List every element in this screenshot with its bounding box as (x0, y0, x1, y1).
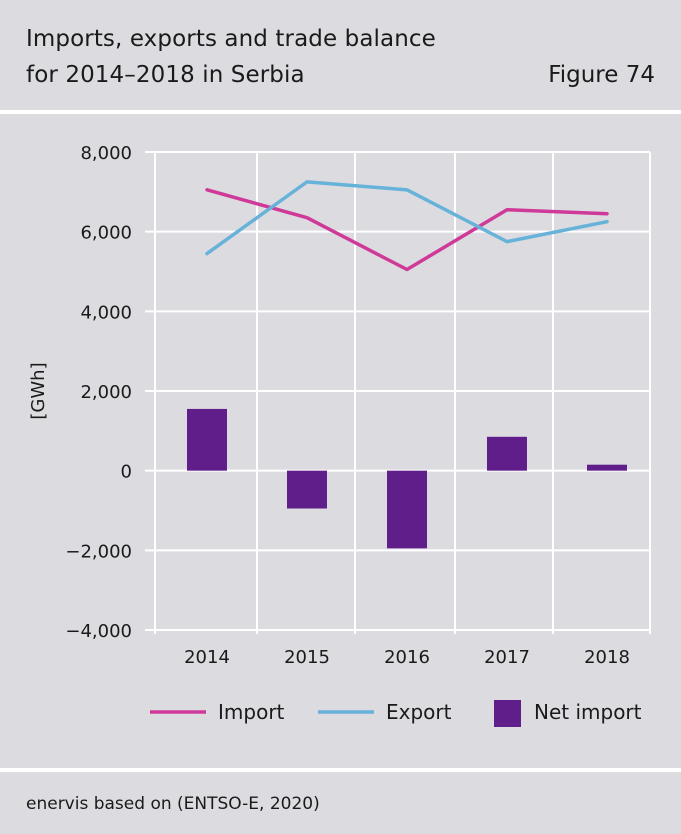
net-import-bar-2017 (487, 436, 527, 471)
y-tick-label: −2,000 (65, 541, 132, 562)
net-import-bar-2014 (187, 408, 227, 471)
top-divider (0, 110, 681, 114)
bottom-divider (0, 768, 681, 772)
chart-title-line-2: for 2014–2018 in Serbia (26, 62, 305, 88)
export-legend-label: Export (386, 700, 452, 724)
import-line (205, 188, 609, 272)
net-import-bar-2015 (287, 470, 327, 509)
y-axis-label: [GWh] (28, 362, 49, 419)
export-line (205, 180, 609, 256)
source-note: enervis based on (ENTSO-E, 2020) (26, 794, 320, 814)
figure-number: Figure 74 (548, 62, 655, 88)
chart-header: Imports, exports and trade balance for 2… (0, 0, 681, 110)
net-import-bar-2016 (387, 470, 427, 549)
net-import-legend-label: Net import (534, 700, 642, 724)
x-tick-label-2016: 2016 (384, 647, 430, 668)
y-tick-label: 0 (121, 462, 132, 483)
chart-title-line-1: Imports, exports and trade balance (26, 26, 436, 52)
net-import-bar-2018 (587, 464, 627, 471)
net-import-legend-swatch (494, 700, 521, 727)
x-tick-label-2017: 2017 (484, 647, 530, 668)
x-tick-label-2014: 2014 (184, 647, 230, 668)
trade-balance-chart: 8,000 6,000 4,000 2,000 0 −2,000 −4,000 2014 201… (28, 143, 651, 727)
x-tick-label-2018: 2018 (584, 647, 630, 668)
x-tick-label-2015: 2015 (284, 647, 330, 668)
y-tick-label: 8,000 (80, 143, 132, 164)
import-legend-label: Import (218, 700, 285, 724)
y-tick-label: 6,000 (80, 223, 132, 244)
y-tick-label: 4,000 (80, 302, 132, 323)
chart-area: 8,000 6,000 4,000 2,000 0 −2,000 −4,000 2014 201… (0, 114, 681, 768)
y-tick-label: −4,000 (65, 621, 132, 642)
y-tick-label: 2,000 (80, 382, 132, 403)
